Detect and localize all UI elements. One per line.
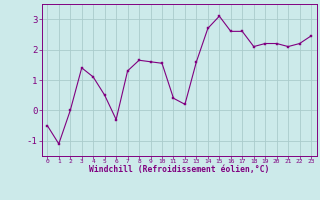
- X-axis label: Windchill (Refroidissement éolien,°C): Windchill (Refroidissement éolien,°C): [89, 165, 269, 174]
